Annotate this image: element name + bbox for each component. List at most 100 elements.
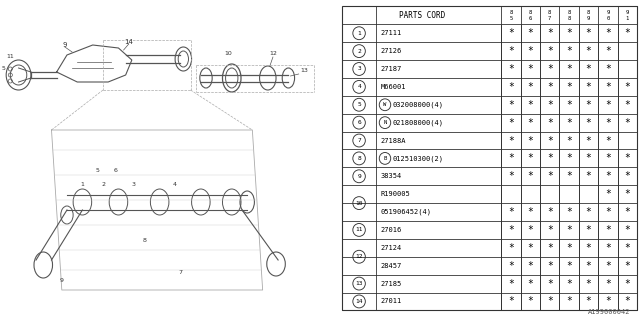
Text: *: * (527, 279, 533, 289)
Text: *: * (605, 100, 611, 110)
Text: *: * (547, 171, 552, 181)
Text: 8
8: 8 8 (568, 10, 571, 20)
Text: *: * (624, 171, 630, 181)
Text: *: * (547, 207, 552, 217)
Text: *: * (566, 46, 572, 56)
Text: 27185: 27185 (381, 281, 402, 287)
Text: *: * (566, 153, 572, 164)
Text: *: * (624, 82, 630, 92)
Text: *: * (527, 261, 533, 271)
Text: *: * (527, 171, 533, 181)
Text: 27016: 27016 (381, 227, 402, 233)
Text: 8
9: 8 9 (587, 10, 590, 20)
Text: *: * (586, 153, 591, 164)
Text: *: * (605, 135, 611, 146)
Text: *: * (566, 261, 572, 271)
Text: *: * (547, 243, 552, 253)
Text: *: * (586, 100, 591, 110)
Text: *: * (547, 82, 552, 92)
Text: *: * (508, 207, 514, 217)
Text: 27187: 27187 (381, 66, 402, 72)
Text: *: * (508, 225, 514, 235)
Text: 9: 9 (63, 42, 67, 48)
Text: *: * (508, 82, 514, 92)
Text: *: * (605, 189, 611, 199)
Text: 8
6: 8 6 (529, 10, 532, 20)
Text: 9
1: 9 1 (625, 10, 629, 20)
Text: *: * (508, 64, 514, 74)
Text: 2: 2 (357, 49, 361, 54)
Text: *: * (547, 28, 552, 38)
Text: *: * (527, 153, 533, 164)
Text: *: * (527, 118, 533, 128)
Text: 10: 10 (355, 201, 363, 206)
Text: 10: 10 (225, 51, 232, 56)
Text: 12: 12 (269, 51, 277, 56)
Text: 5: 5 (1, 66, 5, 70)
Text: *: * (566, 279, 572, 289)
Text: *: * (566, 118, 572, 128)
Text: 13: 13 (300, 68, 308, 73)
Text: *: * (566, 100, 572, 110)
Text: W: W (383, 102, 387, 107)
Text: *: * (605, 296, 611, 307)
Text: *: * (605, 64, 611, 74)
Text: *: * (586, 225, 591, 235)
Text: *: * (586, 135, 591, 146)
Text: 7: 7 (179, 269, 182, 275)
Text: 11: 11 (6, 54, 14, 60)
Text: 1: 1 (81, 182, 84, 188)
Text: 3: 3 (357, 67, 361, 71)
Text: *: * (624, 118, 630, 128)
Text: *: * (527, 135, 533, 146)
Text: *: * (566, 171, 572, 181)
Text: 5: 5 (357, 102, 361, 107)
Text: B: B (383, 156, 387, 161)
Text: *: * (586, 261, 591, 271)
Text: *: * (547, 118, 552, 128)
Text: 11: 11 (355, 228, 363, 232)
Text: *: * (624, 100, 630, 110)
Text: *: * (508, 279, 514, 289)
Text: 27011: 27011 (381, 299, 402, 304)
Text: *: * (527, 225, 533, 235)
Text: *: * (508, 261, 514, 271)
Text: *: * (605, 279, 611, 289)
Text: *: * (605, 261, 611, 271)
Text: 6: 6 (113, 167, 117, 172)
Text: *: * (527, 82, 533, 92)
Text: *: * (566, 64, 572, 74)
Text: N: N (383, 120, 387, 125)
Text: *: * (527, 296, 533, 307)
Text: *: * (605, 225, 611, 235)
Text: *: * (566, 243, 572, 253)
Text: A199000042: A199000042 (588, 309, 630, 315)
Text: *: * (624, 296, 630, 307)
Text: *: * (547, 100, 552, 110)
Text: 5: 5 (96, 167, 100, 172)
Text: 3: 3 (132, 182, 136, 188)
Text: 021808000(4): 021808000(4) (392, 119, 444, 126)
Text: *: * (566, 207, 572, 217)
Text: 4: 4 (173, 182, 177, 188)
Text: 9: 9 (357, 174, 361, 179)
Text: *: * (508, 243, 514, 253)
Text: *: * (547, 135, 552, 146)
Text: *: * (566, 296, 572, 307)
Text: 9: 9 (60, 277, 64, 283)
Text: *: * (605, 153, 611, 164)
Text: *: * (508, 100, 514, 110)
Text: *: * (624, 153, 630, 164)
Text: *: * (605, 28, 611, 38)
Text: 6: 6 (357, 120, 361, 125)
Text: *: * (527, 243, 533, 253)
Text: *: * (508, 28, 514, 38)
Text: *: * (605, 82, 611, 92)
Text: 1: 1 (357, 31, 361, 36)
Text: 9
0: 9 0 (606, 10, 609, 20)
Text: 27111: 27111 (381, 30, 402, 36)
Text: 8: 8 (357, 156, 361, 161)
Text: *: * (547, 279, 552, 289)
Text: *: * (547, 153, 552, 164)
Text: *: * (605, 243, 611, 253)
